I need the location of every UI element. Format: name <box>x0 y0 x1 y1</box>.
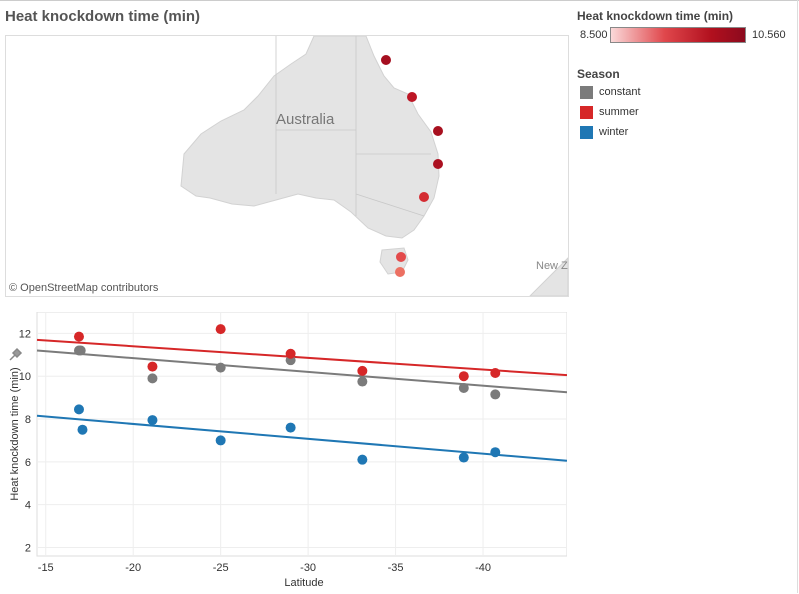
color-gradient-bar <box>610 27 746 43</box>
color-legend-max: 10.560 <box>752 29 786 41</box>
point-summer <box>490 368 501 378</box>
y-tick-label: 12 <box>19 328 31 340</box>
australia-landmass <box>180 36 440 239</box>
new-zealand-label: New Z <box>536 260 568 272</box>
legend-swatch-winter <box>580 126 593 139</box>
gridlines <box>37 312 567 556</box>
map-point <box>433 126 443 136</box>
map-attribution[interactable]: © OpenStreetMap contributors <box>9 282 159 294</box>
point-winter <box>357 454 368 465</box>
x-tick-label: -20 <box>125 562 141 574</box>
plot-area <box>36 312 567 557</box>
x-axis-label: Latitude <box>284 577 323 589</box>
point-summer <box>458 371 469 382</box>
point-summer <box>285 348 296 359</box>
legend-swatch-constant <box>580 86 593 99</box>
page-title: Heat knockdown time (min) <box>5 8 201 25</box>
map-point <box>407 92 417 102</box>
data-points <box>73 324 501 465</box>
point-summer <box>147 361 158 372</box>
point-winter <box>73 404 84 415</box>
trend-line-constant <box>36 349 567 394</box>
scatter-view[interactable]: -15 -20 -25 -30 -35 -40 2 4 6 8 10 12 Latitude Hea… <box>5 312 567 594</box>
point-winter <box>458 452 469 463</box>
map-svg <box>180 36 568 296</box>
map-point <box>381 55 391 65</box>
scatter-svg: -15 -20 -25 -30 -35 -40 2 4 6 8 10 12 Latitude Hea… <box>9 312 567 589</box>
trend-line-summer <box>36 338 567 377</box>
point-winter <box>215 435 226 446</box>
color-legend-min: 8.500 <box>580 29 608 41</box>
legend-swatch-summer <box>580 106 593 119</box>
point-winter <box>147 415 158 426</box>
point-constant <box>215 362 226 373</box>
point-constant <box>458 382 469 393</box>
pin-icon[interactable] <box>9 347 23 361</box>
point-winter <box>285 422 296 433</box>
point-summer <box>73 331 84 342</box>
map-point <box>395 267 405 277</box>
x-tick-label: -35 <box>388 562 404 574</box>
color-legend-title: Heat knockdown time (min) <box>577 9 734 23</box>
legend-label-winter: winter <box>599 126 629 138</box>
y-axis-label: Heat knockdown time (min) <box>9 367 21 500</box>
right-border <box>797 0 798 593</box>
point-summer <box>357 365 368 376</box>
map-points <box>381 55 443 277</box>
y-tick-label: 4 <box>25 500 31 512</box>
y-tick-label: 10 <box>19 371 31 383</box>
legend-label-constant: constant <box>599 86 641 98</box>
x-tick-labels: -15 -20 -25 -30 -35 -40 <box>38 562 491 574</box>
point-constant <box>147 373 158 384</box>
season-legend-title: Season <box>577 67 620 81</box>
point-summer <box>215 324 226 335</box>
x-tick-label: -15 <box>38 562 54 574</box>
y-tick-label: 2 <box>25 542 31 554</box>
new-zealand-landmass <box>529 257 568 296</box>
y-tick-label: 8 <box>25 414 31 426</box>
y-tick-label: 6 <box>25 457 31 469</box>
trend-line-winter <box>36 414 567 462</box>
point-constant <box>490 389 501 400</box>
map-point <box>396 252 406 262</box>
legend-label-summer: summer <box>599 106 639 118</box>
x-tick-label: -40 <box>475 562 491 574</box>
map-point <box>433 159 443 169</box>
x-tick-label: -25 <box>213 562 229 574</box>
point-winter <box>77 424 88 435</box>
x-tick-label: -30 <box>300 562 316 574</box>
map-view[interactable]: Australia © OpenStreetMap contributors N… <box>5 35 569 297</box>
country-label: Australia <box>276 111 335 128</box>
point-constant <box>75 345 86 356</box>
state-borders <box>275 36 431 217</box>
trend-lines <box>36 338 567 462</box>
point-winter <box>490 447 501 458</box>
top-border <box>0 0 799 1</box>
point-constant <box>357 376 368 387</box>
y-tick-labels: 2 4 6 8 10 12 <box>19 328 31 554</box>
map-point <box>419 192 429 202</box>
